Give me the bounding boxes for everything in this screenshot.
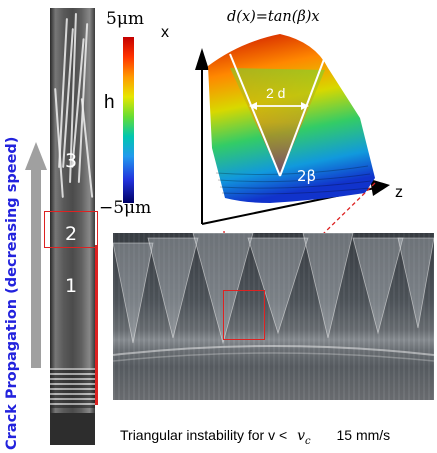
- critical-speed-value: 15 mm/s: [336, 427, 391, 443]
- triangular-instability-micrograph: [113, 233, 434, 400]
- crack-width-label: 2 d: [266, 85, 286, 101]
- colorbar-min-label: −5μm: [99, 198, 152, 218]
- axis-x-label: x: [161, 24, 169, 41]
- critical-speed-symbol: vc: [297, 428, 311, 447]
- zone-label-3: 3: [65, 150, 78, 172]
- propagation-arrow-icon: [25, 142, 47, 368]
- strip-zoom-box: [44, 211, 98, 248]
- fracture-strip-image: [50, 8, 95, 445]
- colorbar-quantity-label: h: [104, 92, 115, 113]
- figure-caption: Triangular instability for v < vc 15 mm/…: [120, 427, 390, 447]
- height-colorbar: [123, 37, 134, 203]
- axis-z-label: z: [395, 184, 403, 201]
- zoom-guide: [95, 245, 98, 405]
- crack-width-equation: d(x)=tan(β)x: [227, 9, 320, 25]
- caption-text: Triangular instability for v <: [120, 427, 288, 443]
- zone-label-1: 1: [65, 275, 78, 297]
- micrograph-zoom-box: [223, 290, 265, 340]
- zone-label-2: 2: [65, 223, 78, 245]
- opening-angle-label: 2β: [297, 167, 317, 185]
- colorbar-max-label: 5μm: [106, 9, 144, 29]
- surface-height-plot: [195, 34, 390, 225]
